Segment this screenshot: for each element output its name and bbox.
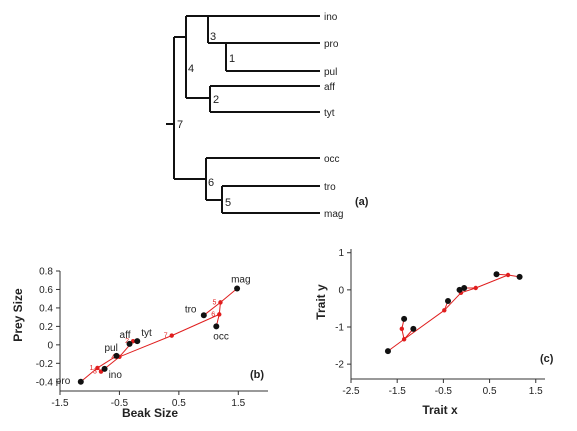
tip-label-occ: occ	[324, 154, 340, 165]
chart-c-x-tick-label: -0.5	[435, 386, 453, 397]
tree-node-labels: 1 2 3 4 5 6 7	[177, 31, 235, 209]
chart-b-ancestor-point	[218, 300, 223, 305]
chart-b-ancestor-label: 4	[111, 354, 115, 361]
chart-c-y-tick-label: -1	[335, 323, 344, 334]
chart-c-data-point	[410, 325, 417, 332]
chart-c-x-tick-label: -2.5	[342, 386, 360, 397]
chart-b-point-label: pro	[56, 376, 71, 387]
chart-c-ancestor-point	[473, 285, 478, 291]
chart-b-ancestor-point	[217, 312, 222, 317]
chart-c-data-point	[401, 315, 408, 322]
chart-b-data-point	[213, 323, 220, 330]
chart-b-data-point	[134, 338, 141, 345]
node-label-7: 7	[177, 119, 183, 131]
node-label-1: 1	[229, 53, 235, 65]
chart-b-branch-line	[203, 301, 221, 316]
node-label-4: 4	[188, 63, 194, 75]
tip-label-tyt: tyt	[324, 108, 335, 119]
chart-b-y-tick-label: 0.6	[39, 285, 53, 296]
chart-b-point-label: aff	[120, 330, 131, 341]
chart-b-point-label: tyt	[141, 328, 152, 339]
chart-b-x-tick-label: -0.5	[111, 398, 129, 409]
chart-b-branch-line	[171, 313, 220, 337]
panel-label-b: (b)	[250, 369, 264, 381]
node-label-6: 6	[208, 177, 214, 189]
chart-b-point-label: ino	[109, 370, 123, 381]
tip-label-aff: aff	[324, 82, 335, 93]
chart-c-y-tick-label: 0	[338, 285, 344, 296]
chart-c-branch-line	[403, 309, 445, 340]
chart-b-y-tick-label: -0.4	[36, 377, 54, 388]
chart-b-ylabel: Prey Size	[11, 288, 25, 342]
chart-c-x-tick-label: 0.5	[483, 386, 497, 397]
chart-b-data-point	[113, 352, 120, 359]
tip-label-mag: mag	[324, 209, 343, 220]
tree-tip-labels: ino pro pul aff tyt occ tro mag	[324, 12, 343, 220]
chart-c-ancestor-point	[442, 308, 447, 313]
chart-c-ancestor-point	[399, 326, 405, 332]
chart-b-data-point	[77, 378, 84, 385]
chart-c: -2.5 -1.5 -0.5 0.5 1.5 -2 -1 0 1	[335, 248, 545, 397]
chart-c-y-tick-label: -2	[335, 360, 344, 371]
chart-b-ancestor-point	[169, 333, 174, 338]
tip-label-tro: tro	[324, 182, 336, 193]
chart-b-point-label: pul	[104, 343, 117, 354]
chart-b-ancestor-point	[95, 365, 100, 371]
panel-label-c: (c)	[540, 353, 554, 365]
tip-label-pul: pul	[324, 67, 337, 78]
chart-b-data-point	[126, 340, 133, 347]
chart-c-xlabel: Trait x	[422, 403, 458, 417]
chart-c-y-tick-label: 1	[338, 248, 344, 259]
chart-b-y-tick-label: -0.2	[36, 359, 54, 370]
chart-b-ancestor-label: 2	[125, 338, 129, 345]
chart-c-data-point	[493, 271, 500, 278]
chart-c-x-tick-label: -1.5	[389, 386, 407, 397]
chart-b-x-tick-label: 0.5	[172, 398, 186, 409]
chart-b-branch-line	[97, 355, 117, 369]
chart-b-y-tick-label: 0.4	[39, 303, 53, 314]
chart-b-data-point	[101, 365, 108, 372]
tip-label-ino: ino	[324, 12, 338, 23]
chart-c-data-point	[384, 348, 391, 355]
chart-b-ancestor-label: 7	[164, 333, 168, 340]
chart-c-data-point	[461, 285, 468, 291]
chart-b-point-label: occ	[213, 331, 229, 342]
chart-b-branch-line	[80, 367, 98, 383]
chart-b-branch-line	[119, 335, 172, 358]
chart-c-x-tick-label: 1.5	[529, 386, 543, 397]
chart-c-ylabel: Trait y	[314, 284, 328, 320]
chart-c-data-point	[516, 273, 523, 280]
chart-b-y-tick-label: 0.8	[39, 267, 53, 278]
panel-label-a: (a)	[355, 196, 369, 208]
chart-c-ancestor-point	[505, 272, 511, 278]
chart-b-point-label: mag	[231, 275, 250, 286]
chart-c-branch-line	[387, 338, 405, 352]
chart-b-ancestor-label: 5	[212, 299, 216, 306]
chart-c-data-point	[456, 286, 463, 293]
chart-b-point-label: tro	[185, 304, 197, 315]
chart-b-x-tick-label: 1.5	[231, 398, 245, 409]
chart-b: -1.5 -0.5 0.5 1.5 -0.4 -0.2 0 0.2 0.4 0.6 0.8 1 2 3 4 5…	[36, 267, 268, 409]
node-label-5: 5	[225, 197, 231, 209]
chart-c-branch-line	[460, 287, 476, 294]
tip-label-pro: pro	[324, 39, 339, 50]
chart-b-data-point	[200, 312, 207, 319]
chart-c-data-point	[445, 298, 451, 304]
chart-b-branch-line	[220, 288, 238, 303]
chart-b-ancestor-label: 3	[93, 369, 97, 376]
node-label-2: 2	[213, 94, 219, 106]
node-label-3: 3	[210, 31, 216, 43]
chart-b-y-tick-label: 0	[47, 340, 53, 351]
chart-b-ancestor-label: 1	[89, 365, 93, 372]
chart-b-xlabel: Beak Size	[122, 406, 178, 420]
chart-c-branch-line	[443, 292, 462, 311]
phylogenetic-tree	[166, 15, 320, 214]
chart-b-y-tick-label: 0.2	[39, 322, 53, 333]
chart-b-ancestor-label: 6	[211, 311, 215, 318]
chart-b-data-point	[234, 285, 241, 292]
chart-b-x-tick-label: -1.5	[51, 398, 69, 409]
chart-c-branch-line	[475, 274, 509, 289]
chart-c-ancestor-point	[401, 337, 407, 342]
